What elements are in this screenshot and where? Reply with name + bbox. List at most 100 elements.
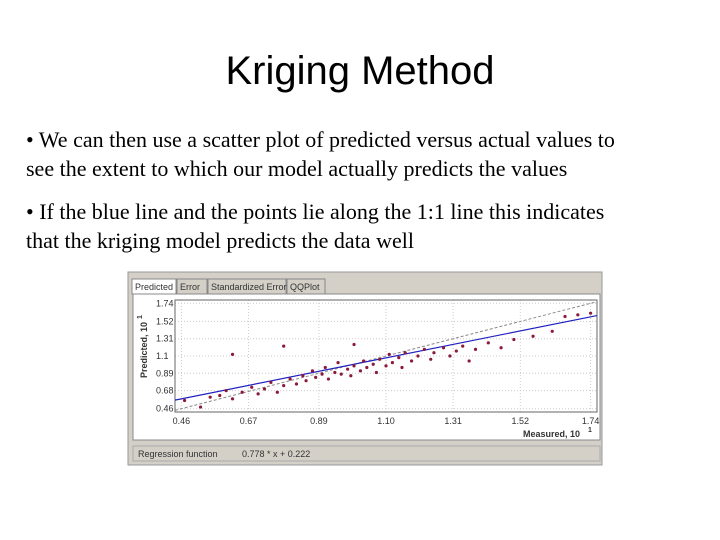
y-axis-label: Predicted, 10 bbox=[139, 322, 149, 378]
point bbox=[365, 365, 369, 370]
point bbox=[310, 369, 315, 373]
x-tick-label: 0.67 bbox=[240, 416, 258, 426]
slide-title: Kriging Method bbox=[225, 49, 494, 93]
point bbox=[208, 395, 212, 399]
point bbox=[314, 375, 318, 380]
point bbox=[326, 377, 331, 381]
point bbox=[333, 370, 337, 375]
tab[interactable] bbox=[286, 278, 326, 295]
point bbox=[323, 365, 327, 370]
bullet-line: see the extent to which our model actual… bbox=[26, 156, 567, 181]
point bbox=[429, 357, 433, 361]
y-tick-label: 0.46 bbox=[156, 404, 174, 414]
point bbox=[282, 384, 286, 388]
point bbox=[256, 392, 260, 396]
point bbox=[576, 313, 580, 317]
point bbox=[378, 357, 382, 361]
point bbox=[531, 334, 535, 338]
point bbox=[230, 352, 235, 356]
point bbox=[448, 354, 452, 358]
point bbox=[374, 370, 379, 375]
point bbox=[288, 377, 292, 381]
tab[interactable] bbox=[131, 278, 177, 295]
x-tick-label: 1.10 bbox=[377, 416, 395, 426]
point bbox=[512, 337, 516, 342]
point bbox=[218, 393, 222, 398]
x-tick-label: 0.46 bbox=[173, 416, 191, 426]
point bbox=[320, 372, 324, 376]
point bbox=[352, 364, 356, 368]
reference-line bbox=[174, 301, 598, 411]
point bbox=[224, 388, 228, 393]
plot-area bbox=[174, 299, 598, 413]
x-tick-label: 1.52 bbox=[512, 416, 530, 426]
point bbox=[282, 344, 286, 348]
point bbox=[467, 359, 471, 363]
point bbox=[240, 390, 244, 394]
point bbox=[432, 351, 436, 355]
tab-label[interactable]: Predicted bbox=[135, 282, 173, 292]
point bbox=[250, 385, 254, 389]
point bbox=[362, 359, 366, 363]
point bbox=[499, 346, 503, 350]
point bbox=[349, 374, 353, 378]
point bbox=[390, 360, 394, 365]
x-tick-label: 0.89 bbox=[310, 416, 328, 426]
bullet-line: • If the blue line and the points lie al… bbox=[26, 199, 604, 224]
point bbox=[198, 405, 203, 409]
point bbox=[473, 347, 478, 352]
point bbox=[441, 346, 446, 350]
point bbox=[403, 351, 407, 355]
point bbox=[301, 374, 305, 378]
bullet-line: that the kriging model predicts the data… bbox=[26, 228, 414, 253]
y-tick-label: 1.74 bbox=[156, 298, 174, 308]
x-tick-label: 1.31 bbox=[444, 416, 462, 426]
y-tick-label: 1.31 bbox=[156, 334, 174, 344]
tab-label[interactable]: Error bbox=[180, 282, 200, 292]
point bbox=[454, 349, 458, 353]
y-tick-label: 0.89 bbox=[156, 368, 174, 378]
y-tick-label: 1.52 bbox=[156, 316, 174, 326]
regression-row bbox=[132, 445, 601, 462]
point bbox=[461, 344, 465, 348]
point bbox=[352, 342, 356, 347]
tab[interactable] bbox=[176, 278, 208, 295]
point bbox=[384, 364, 388, 368]
y-axis-exponent: 1 bbox=[137, 315, 144, 319]
point bbox=[589, 311, 593, 315]
point bbox=[397, 356, 401, 360]
point bbox=[371, 362, 375, 366]
tab-label[interactable]: QQPlot bbox=[290, 282, 320, 292]
point bbox=[269, 380, 273, 384]
point bbox=[262, 387, 267, 391]
point bbox=[275, 390, 279, 394]
point bbox=[486, 341, 490, 345]
bullet-line: • We can then use a scatter plot of pred… bbox=[26, 127, 615, 152]
regression-name: Regression function bbox=[138, 449, 218, 459]
point bbox=[422, 347, 426, 352]
y-tick-label: 0.68 bbox=[156, 386, 174, 396]
regression-formula: 0.778 * x + 0.222 bbox=[242, 449, 310, 459]
point bbox=[346, 367, 350, 371]
tab[interactable] bbox=[207, 278, 287, 295]
point bbox=[304, 379, 308, 383]
point bbox=[336, 360, 340, 365]
point bbox=[358, 369, 363, 373]
regression-line bbox=[174, 314, 598, 401]
point bbox=[339, 372, 343, 376]
x-tick-label: 1.74 bbox=[582, 416, 600, 426]
y-tick-label: 1.1 bbox=[156, 351, 169, 361]
point bbox=[563, 314, 567, 319]
point bbox=[409, 359, 414, 363]
point bbox=[416, 354, 420, 358]
point bbox=[294, 382, 299, 386]
x-axis-exponent: 1 bbox=[588, 427, 592, 434]
point bbox=[550, 329, 554, 333]
point bbox=[400, 365, 404, 370]
point bbox=[230, 397, 235, 401]
tab-label[interactable]: Standardized Error bbox=[211, 282, 287, 292]
point bbox=[182, 398, 187, 403]
point bbox=[387, 352, 391, 356]
x-axis-label: Measured, 10 bbox=[523, 429, 580, 439]
